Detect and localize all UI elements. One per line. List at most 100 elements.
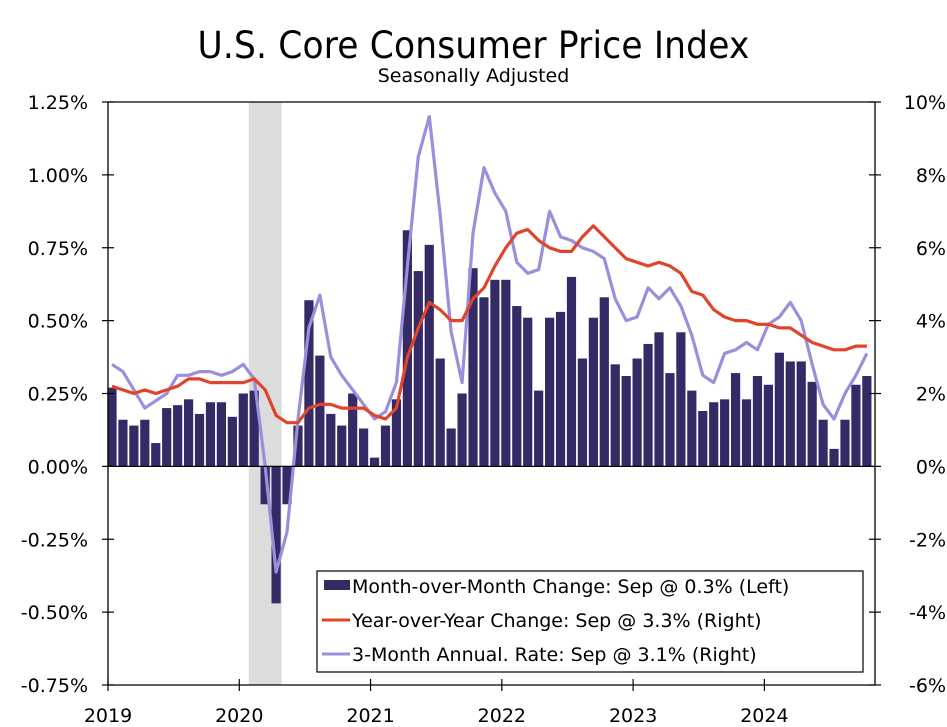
right-axis-tick-label: 2%	[916, 384, 946, 406]
mom-bar	[249, 390, 259, 467]
mom-bar	[610, 364, 620, 467]
mom-bar	[566, 276, 577, 467]
line-yoy	[111, 224, 867, 425]
mom-bar	[107, 387, 117, 467]
left-axis-tick-label: 0.75%	[28, 238, 88, 260]
mom-bar	[687, 390, 697, 467]
mom-bar	[512, 306, 522, 467]
mom-bar	[730, 373, 741, 467]
x-axis-tick-label: 2024	[740, 705, 788, 727]
mom-bar	[654, 332, 664, 467]
mom-bar	[676, 332, 686, 467]
x-axis-tick-label: 2019	[84, 705, 132, 727]
legend-label-yoy: Year-over-Year Change: Sep @ 3.3% (Right…	[351, 610, 761, 632]
mom-bar	[337, 425, 347, 467]
mom-bar	[282, 466, 292, 505]
mom-bar	[588, 317, 598, 467]
mom-bar	[621, 376, 631, 467]
mom-bar	[424, 244, 434, 467]
mom-bar	[118, 419, 128, 467]
lines-layer	[111, 114, 869, 574]
mom-bar	[446, 428, 456, 467]
mom-bar	[807, 381, 817, 467]
mom-bar	[818, 419, 828, 467]
mom-bars-layer	[107, 230, 872, 604]
chart-title: U.S. Core Consumer Price Index	[197, 24, 750, 67]
mom-bar	[151, 443, 161, 467]
left-axis-tick-label: -0.25%	[21, 529, 88, 551]
left-axis-tick-label: 1.00%	[28, 165, 88, 187]
mom-bar	[577, 358, 588, 467]
right-axis-tick-label: 4%	[916, 311, 946, 333]
mom-bar	[359, 428, 369, 467]
mom-bar	[534, 390, 544, 467]
legend-box	[316, 570, 864, 673]
mom-bar	[698, 410, 708, 467]
mom-bar	[720, 399, 730, 467]
mom-bar	[632, 358, 642, 467]
mom-bar	[326, 413, 336, 467]
left-axis-tick-label: 0.00%	[28, 456, 88, 478]
mom-bar	[545, 317, 555, 467]
mom-bar	[468, 268, 478, 467]
chart-subtitle: Seasonally Adjusted	[377, 65, 570, 87]
mom-bar	[304, 300, 314, 467]
x-axis-tick-label: 2023	[609, 705, 657, 727]
right-axis-tick-label: 0%	[916, 456, 946, 478]
right-axis-tick-label: -4%	[909, 602, 946, 624]
mom-bar	[391, 399, 402, 467]
mom-bar	[315, 355, 325, 467]
mom-bar	[238, 393, 248, 467]
x-axis-tick-label: 2022	[478, 705, 526, 727]
mom-bar	[129, 425, 139, 467]
mom-bar	[490, 279, 500, 467]
right-axis-tick-label: -6%	[909, 675, 946, 697]
mom-bar	[205, 402, 216, 467]
left-axis-tick-label: -0.75%	[21, 675, 88, 697]
legend-label-mom: Month-over-Month Change: Sep @ 0.3% (Lef…	[352, 576, 789, 598]
mom-bar	[774, 352, 784, 467]
mom-bar	[851, 384, 861, 467]
mom-bar	[402, 230, 412, 467]
mom-bar	[555, 311, 566, 467]
mom-bar	[293, 425, 303, 467]
mom-bar	[173, 405, 183, 467]
mom-bar	[457, 393, 467, 467]
mom-bar	[435, 358, 445, 467]
mom-bar	[829, 448, 839, 467]
right-axis-tick-label: -2%	[909, 529, 946, 551]
mom-bar	[752, 376, 763, 467]
mom-bar	[501, 279, 511, 467]
x-axis-tick-label: 2021	[346, 705, 394, 727]
mom-bar	[840, 419, 850, 467]
mom-bar	[479, 297, 489, 467]
mom-bar	[523, 317, 533, 467]
mom-bar	[709, 402, 719, 467]
mom-bar	[599, 297, 609, 467]
mom-bar	[413, 271, 423, 467]
mom-bar	[227, 416, 237, 467]
mom-bar	[862, 376, 872, 467]
legend: Month-over-Month Change: Sep @ 0.3% (Lef…	[316, 570, 864, 673]
mom-bar	[796, 361, 806, 467]
mom-bar	[369, 457, 380, 467]
right-axis-tick-label: 6%	[916, 238, 946, 260]
mom-bar	[271, 466, 281, 604]
left-axis-tick-label: 0.50%	[28, 311, 88, 333]
mom-bar	[665, 373, 675, 467]
mom-bar	[140, 419, 150, 467]
legend-label-3m: 3-Month Annual. Rate: Sep @ 3.1% (Right)	[352, 644, 757, 666]
mom-bar	[785, 361, 795, 467]
left-axis-tick-label: -0.50%	[21, 602, 88, 624]
mom-bar	[162, 408, 172, 467]
mom-bar	[194, 413, 205, 467]
left-axis-tick-label: 0.25%	[28, 384, 88, 406]
axes-layer: 1.25% 1.00% 0.75% 0.50% 0.25% 0.00% -0.25% -0.5…	[21, 92, 946, 727]
mom-bar	[183, 399, 194, 467]
mom-bar	[380, 425, 391, 467]
mom-bar	[216, 402, 226, 467]
mom-bar	[348, 393, 358, 467]
legend-swatch-mom	[324, 580, 350, 590]
line-3m-annualized	[111, 114, 869, 574]
